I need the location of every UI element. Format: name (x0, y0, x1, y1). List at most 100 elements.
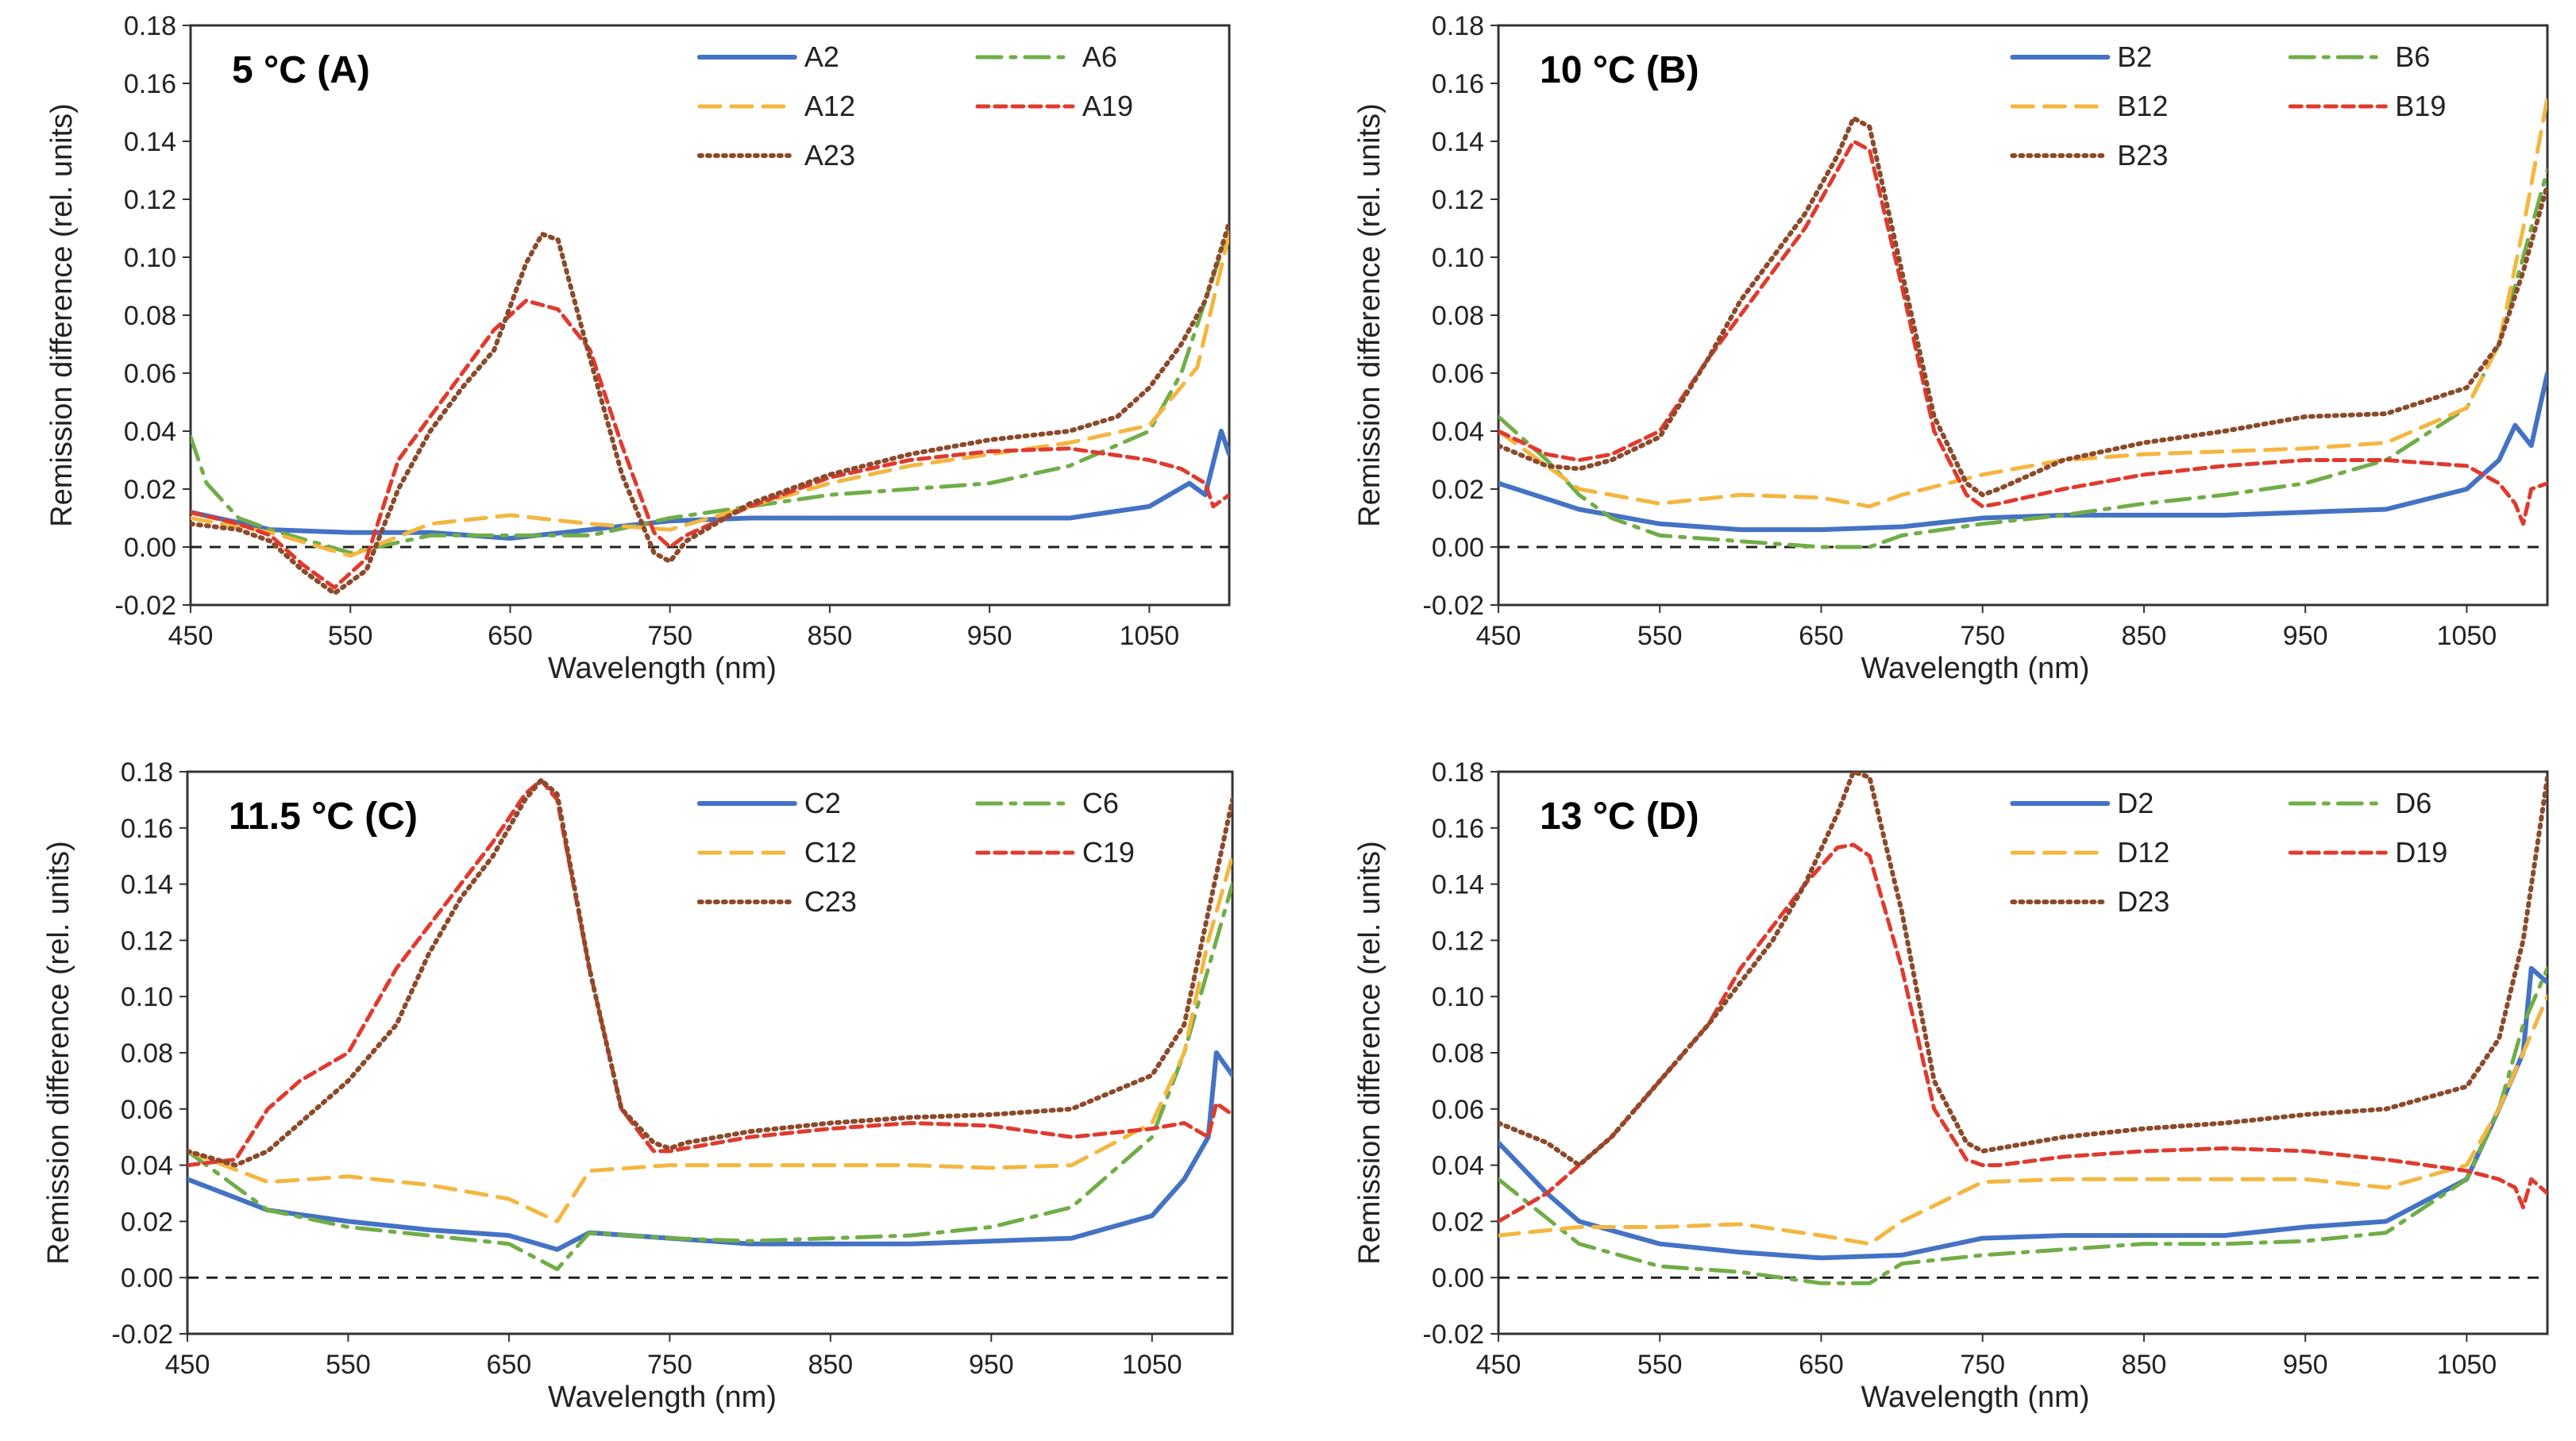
series-group (187, 777, 1232, 1272)
y-tick-label: 0.12 (121, 926, 173, 956)
legend-label: C2 (804, 787, 841, 819)
legend-label: C6 (1082, 787, 1119, 819)
plot-frame (1497, 770, 2549, 1335)
legend-label: A6 (1082, 40, 1117, 73)
series-line-a2 (191, 429, 1229, 541)
chart-panel-c: -0.02 0.00 0.02 0.04 0.06 0.08 0.10 0.12 0.14 0.1… (42, 757, 1234, 1414)
legend-item-d19: D19 (2288, 836, 2447, 869)
x-axis-label: Wavelength (nm) (1861, 1381, 2090, 1414)
y-tick-label: 0.08 (124, 301, 176, 331)
x-tick-label: 850 (2122, 621, 2167, 651)
legend-item-b6: B6 (2288, 40, 2430, 73)
legend-item-b19: B19 (2288, 90, 2446, 122)
legend-label: A2 (804, 40, 839, 73)
x-tick-label: 750 (647, 621, 692, 651)
x-tick-label: 550 (1637, 621, 1683, 651)
x-tick-label: 750 (647, 1350, 692, 1380)
y-tick-label: 0.04 (124, 417, 176, 447)
x-tick-label: 450 (1476, 1350, 1521, 1380)
y-tick-label: 0.00 (1432, 533, 1484, 563)
y-tick-label: 0.00 (124, 533, 176, 563)
series-line-c12 (187, 853, 1232, 1223)
y-tick-label: 0.06 (121, 1095, 173, 1125)
x-tick-label: 950 (967, 621, 1012, 651)
y-tick-label: 0.16 (1432, 69, 1484, 99)
series-group (1498, 95, 2547, 549)
y-tick-label: -0.02 (115, 591, 177, 621)
x-tick-label: 850 (2122, 1350, 2167, 1380)
x-tick-label: 550 (1637, 1350, 1683, 1380)
y-tick-label: -0.02 (112, 1320, 174, 1350)
series-line-d2 (1498, 965, 2547, 1261)
y-tick-label: 0.06 (1432, 359, 1484, 389)
legend-label: D2 (2117, 787, 2154, 819)
y-tick-label: 0.10 (1432, 982, 1484, 1012)
panel-title: 13 °C (D) (1540, 796, 1699, 838)
y-tick-label: 0.14 (1432, 870, 1484, 900)
legend-label: A12 (804, 90, 855, 122)
chart-panel-a: -0.02 0.00 0.02 0.04 0.06 0.08 0.10 0.12 0.14 0.1… (45, 11, 1231, 685)
panel-title: 5 °C (A) (232, 49, 370, 91)
legend-label: B23 (2117, 139, 2168, 171)
y-tick-label: 0.00 (121, 1263, 173, 1293)
y-tick-label: 0.10 (124, 243, 176, 273)
x-tick-label: 850 (808, 1350, 853, 1380)
x-tick-label: 650 (1799, 621, 1844, 651)
y-tick-label: 0.16 (124, 69, 176, 99)
series-line-a6 (191, 226, 1229, 555)
x-tick-label: 550 (328, 621, 373, 651)
x-tick-label: 1050 (2437, 621, 2497, 651)
y-tick-label: 0.18 (1432, 757, 1484, 788)
legend-label: C12 (804, 836, 857, 869)
y-tick-label: 0.08 (1432, 301, 1484, 331)
legend-item-d6: D6 (2288, 787, 2431, 819)
y-tick-label: 0.18 (1432, 11, 1484, 41)
legend-label: C19 (1082, 836, 1135, 869)
y-tick-label: 0.10 (1432, 243, 1484, 273)
legend-label: D23 (2117, 885, 2169, 918)
y-tick-label: 0.06 (124, 359, 176, 389)
x-tick-label: 950 (2283, 1350, 2328, 1380)
panel-title: 10 °C (B) (1540, 49, 1699, 91)
panel-title: 11.5 °C (C) (229, 796, 418, 838)
x-tick-label: 950 (2283, 621, 2328, 651)
y-tick-label: 0.04 (121, 1151, 173, 1181)
x-tick-label: 1050 (2437, 1350, 2497, 1380)
x-tick-label: 650 (487, 1350, 532, 1380)
series-line-b2 (1498, 371, 2547, 533)
series-line-b19 (1498, 139, 2547, 526)
x-tick-label: 950 (969, 1350, 1014, 1380)
legend-item-a2: A2 (696, 40, 839, 73)
chart-panel-d: -0.02 0.00 0.02 0.04 0.06 0.08 0.10 0.12 0.14 0.1… (1353, 757, 2549, 1414)
y-tick-label: 0.14 (124, 127, 176, 157)
legend-item-b23: B23 (2010, 139, 2168, 171)
x-tick-label: 550 (326, 1350, 371, 1380)
series-line-b12 (1498, 95, 2547, 509)
x-axis-label: Wavelength (nm) (548, 1381, 777, 1414)
y-tick-label: 0.02 (121, 1207, 173, 1237)
legend-item-d12: D12 (2010, 836, 2169, 869)
legend-item-c19: C19 (975, 836, 1135, 869)
series-group (191, 220, 1229, 596)
y-tick-label: 0.02 (1432, 1207, 1484, 1237)
y-tick-label: 0.14 (121, 870, 173, 900)
y-tick-label: 0.12 (124, 185, 176, 215)
legend-item-c23: C23 (696, 885, 857, 918)
plot-frame (186, 770, 1234, 1335)
legend-item-d23: D23 (2010, 885, 2169, 918)
y-tick-label: 0.14 (1432, 127, 1484, 157)
x-tick-label: 450 (165, 1350, 210, 1380)
series-line-d6 (1498, 966, 2547, 1285)
series-line-b6 (1498, 168, 2547, 549)
x-tick-label: 650 (1799, 1350, 1844, 1380)
y-tick-label: 0.02 (124, 475, 176, 505)
y-tick-label: 0.12 (1432, 926, 1484, 956)
legend-label: B2 (2117, 40, 2152, 73)
x-tick-label: 650 (488, 621, 533, 651)
x-tick-label: 750 (1960, 621, 2005, 651)
y-tick-label: 0.12 (1432, 185, 1484, 215)
y-tick-label: 0.08 (121, 1038, 173, 1069)
legend-label: A23 (804, 139, 855, 171)
y-tick-label: 0.06 (1432, 1095, 1484, 1125)
